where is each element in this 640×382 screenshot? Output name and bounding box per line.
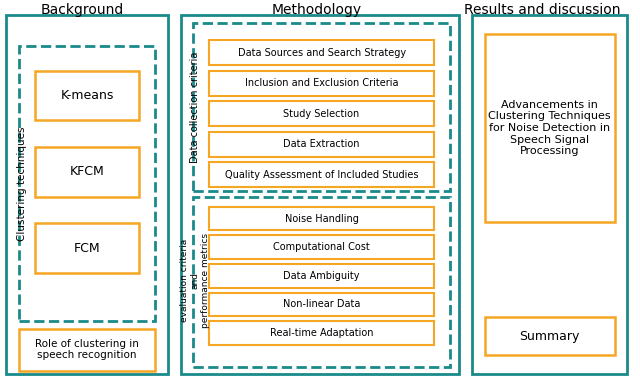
Text: Data Ambiguity: Data Ambiguity [284,271,360,281]
Text: FCM: FCM [74,242,100,255]
Text: Clustering techniques: Clustering techniques [17,126,27,241]
Text: Noise Handling: Noise Handling [285,214,358,223]
Text: Methodology: Methodology [272,3,362,16]
Text: Data Sources and Search Strategy: Data Sources and Search Strategy [237,47,406,58]
Text: KFCM: KFCM [70,165,104,178]
Text: Summary: Summary [520,330,580,343]
Text: Non-linear Data: Non-linear Data [283,299,360,309]
Text: Results and discussion: Results and discussion [463,3,620,16]
Text: Quality Assessment of Included Studies: Quality Assessment of Included Studies [225,170,419,180]
Text: Role of clustering in
speech recognition: Role of clustering in speech recognition [35,339,139,360]
Text: Background: Background [41,3,124,16]
Text: Real-time Adaptation: Real-time Adaptation [270,328,373,338]
Text: Computational Cost: Computational Cost [273,242,370,252]
Text: K-means: K-means [60,89,114,102]
Text: Advancements in
Clustering Techniques
for Noise Detection in
Speech Signal
Proce: Advancements in Clustering Techniques fo… [488,100,611,156]
Text: Data collection criteria: Data collection criteria [190,51,200,163]
Text: Inclusion and Exclusion Criteria: Inclusion and Exclusion Criteria [245,78,398,88]
Text: Data Extraction: Data Extraction [284,139,360,149]
Text: evaluation criteria
and
performance metrics: evaluation criteria and performance metr… [180,233,210,328]
Text: Study Selection: Study Selection [284,108,360,119]
